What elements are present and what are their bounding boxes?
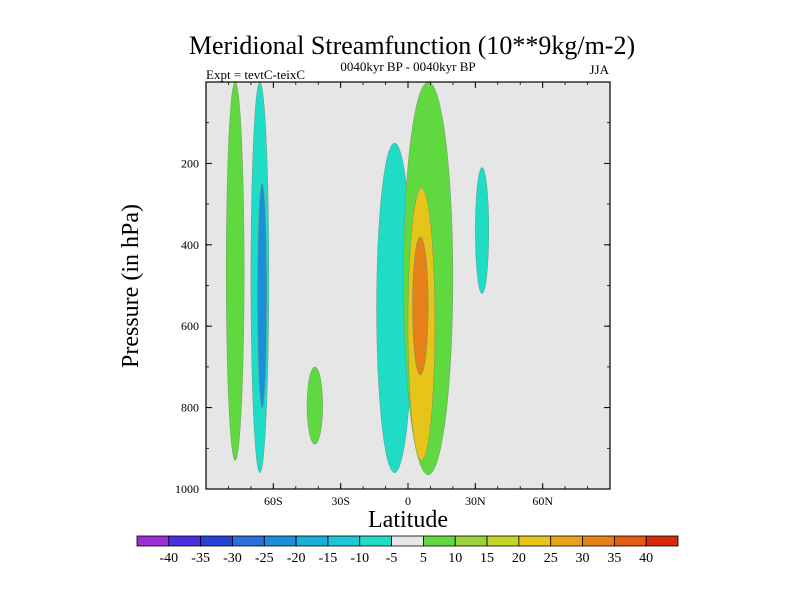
colorbar-label: -5 (386, 551, 398, 566)
colorbar-label: 5 (420, 551, 427, 566)
contour-green-patch-40s (306, 366, 323, 445)
colorbar-label: 30 (576, 551, 590, 566)
colorbar-label: -40 (159, 551, 178, 566)
colorbar-box (168, 535, 202, 547)
colorbar-label: -15 (319, 551, 338, 566)
y-tick-label: 400 (181, 238, 199, 252)
center-string: 0040kyr BP - 0040kyr BP (340, 59, 475, 74)
colorbar-box (200, 535, 233, 547)
colorbar-label: 20 (512, 551, 526, 566)
x-axis-label: Latitude (368, 507, 448, 533)
y-tick-label: 800 (181, 401, 199, 415)
colorbar-box (486, 535, 520, 547)
x-tick-label: 60N (532, 494, 553, 508)
y-tick-label: 600 (181, 319, 199, 333)
colorbar-box (263, 535, 297, 547)
colorbar-box (327, 535, 361, 547)
colorbar-label: 15 (480, 551, 494, 566)
colorbar-box (136, 535, 170, 547)
colorbar-label: 35 (607, 551, 621, 566)
colorbar-box (295, 535, 329, 547)
colorbar-label: 10 (448, 551, 462, 566)
colorbar-label: -20 (287, 551, 306, 566)
contour-orange-core (412, 236, 429, 376)
colorbar-label: -25 (255, 551, 274, 566)
colorbar: -40 -35 -30 -25 -20 -15 -10 -5 5 10 15 20 25 30 35 40 (136, 535, 679, 566)
colorbar-box (423, 535, 456, 547)
colorbar-label: 25 (544, 551, 558, 566)
x-tick-label: 0 (405, 494, 411, 508)
colorbar-label: -30 (223, 551, 242, 566)
colorbar-box (391, 535, 424, 547)
contour-green-band-sh-high (226, 82, 245, 461)
chart-title: Meridional Streamfunction (10**9kg/m-2) (189, 31, 635, 60)
colorbar-box (645, 535, 679, 547)
colorbar-label: -10 (350, 551, 369, 566)
colorbar-box (359, 535, 392, 547)
y-axis-label: Pressure (in hPa) (118, 204, 144, 368)
left-string: Expt = tevtC-teixC (206, 67, 305, 82)
axis-ticks: 60S 30S 0 30N 60N 200 400 600 800 1000 (175, 82, 611, 508)
contour-cyan-patch-30n (475, 167, 490, 294)
contour-blue-core-sh (257, 183, 267, 408)
colorbar-label: 40 (639, 551, 653, 566)
colorbar-box (613, 535, 647, 547)
colorbar-box (518, 535, 552, 547)
colorbar-box (454, 535, 488, 547)
x-tick-label: 30S (331, 494, 350, 508)
x-tick-label: 30N (465, 494, 486, 508)
y-tick-label: 1000 (175, 482, 199, 496)
x-tick-label: 60S (264, 494, 283, 508)
colorbar-label: -35 (191, 551, 210, 566)
colorbar-box (232, 535, 265, 547)
contour-field (226, 82, 490, 475)
right-string: JJA (589, 62, 609, 77)
y-tick-label: 200 (181, 156, 199, 170)
colorbar-box (582, 535, 615, 547)
colorbar-box (550, 535, 583, 547)
